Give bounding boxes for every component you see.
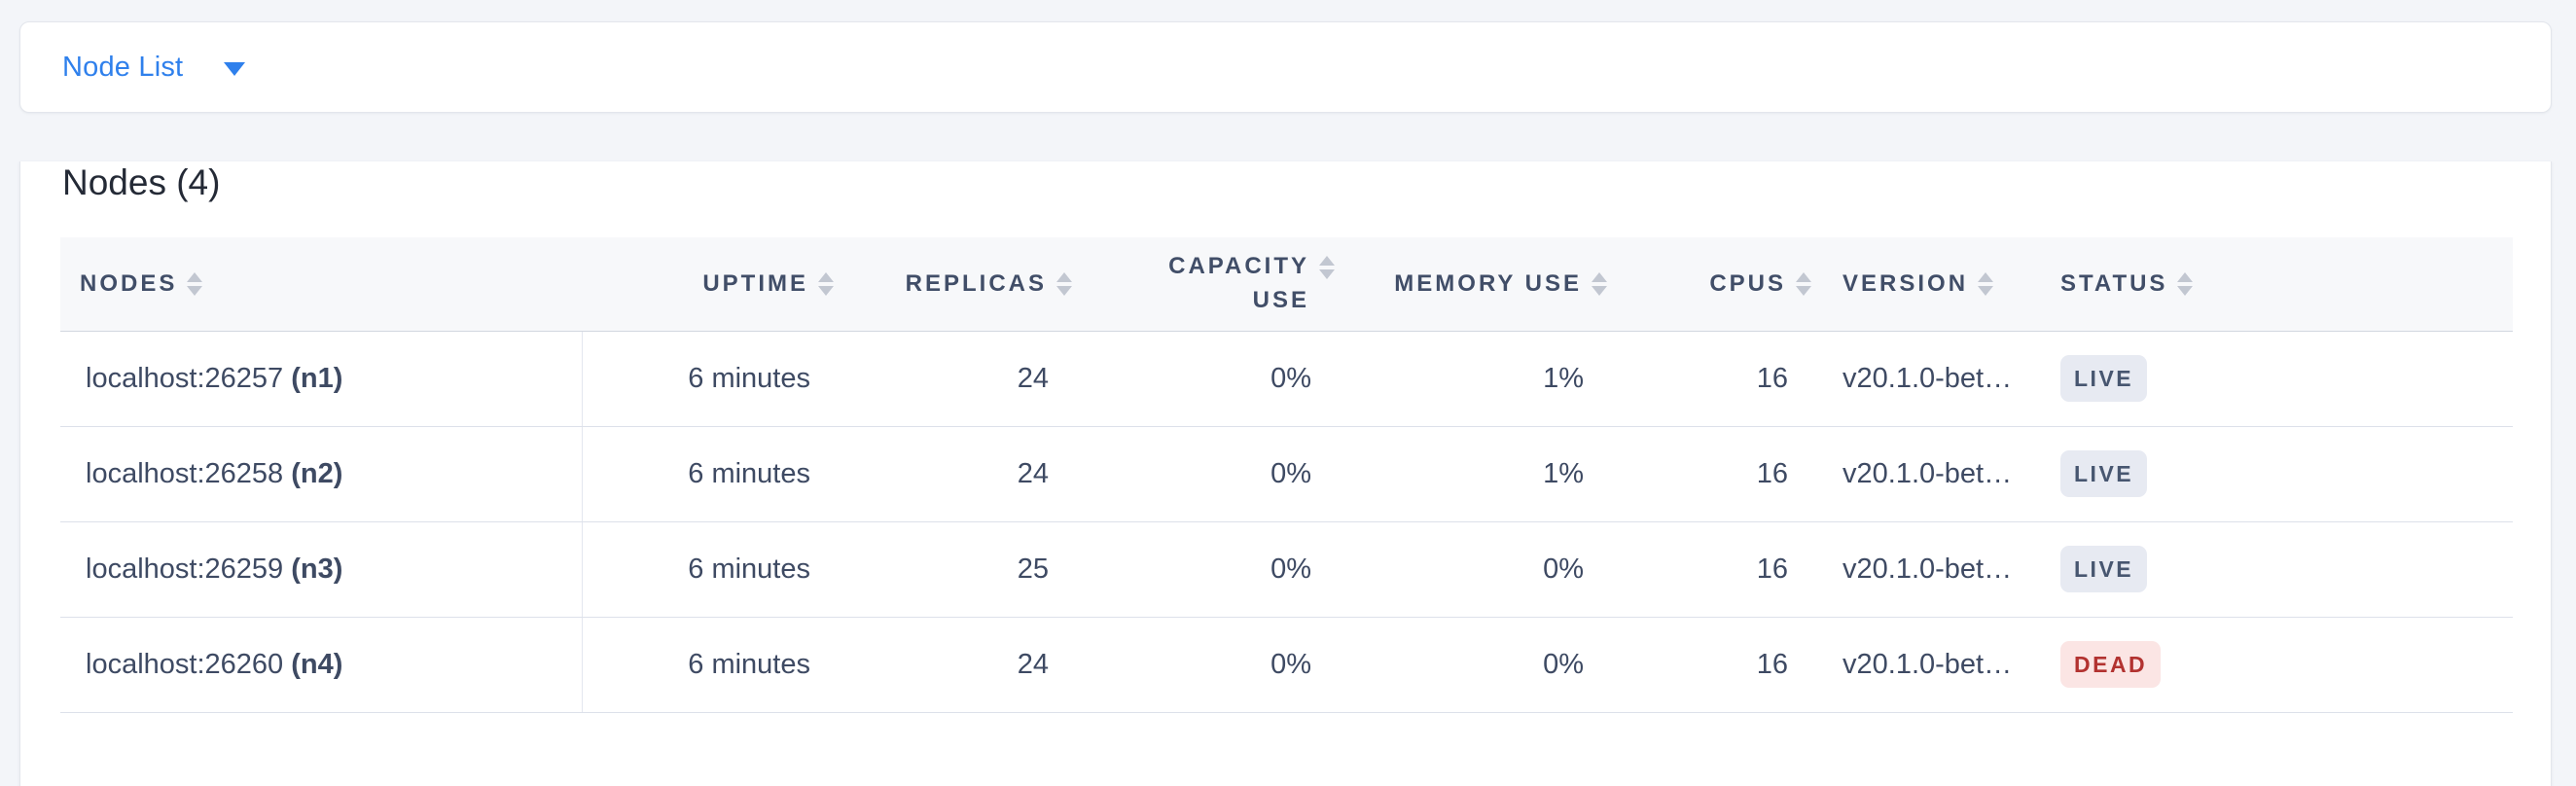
cell-status: LIVE xyxy=(2018,331,2513,427)
column-label: REPLICAS xyxy=(905,269,1047,297)
sort-arrows-icon xyxy=(1056,271,1072,296)
column-label: STATUS xyxy=(2060,269,2168,297)
cell-uptime: 6 minutes xyxy=(582,521,838,618)
node-id: (n2) xyxy=(291,457,343,489)
column-header-capacity-use[interactable]: CAPACITY USE xyxy=(1076,250,1339,318)
sort-arrows-icon xyxy=(2177,271,2194,296)
cell-status: LIVE xyxy=(2018,426,2513,522)
status-badge: LIVE xyxy=(2060,450,2148,497)
node-list-dropdown-bar: Node List xyxy=(19,21,2552,113)
status-badge: LIVE xyxy=(2060,355,2148,402)
cell-uptime: 6 minutes xyxy=(582,331,838,427)
cell-cpus: 16 xyxy=(1611,521,1815,618)
table-row: localhost:26257 (n1) 6 minutes 24 0% 1% … xyxy=(60,331,2513,427)
cell-capacity-use: 0% xyxy=(1076,426,1339,522)
table-row: localhost:26259 (n3) 6 minutes 25 0% 0% … xyxy=(60,521,2513,618)
column-label: CAPACITY USE xyxy=(1168,252,1309,313)
cell-cpus: 16 xyxy=(1611,426,1815,522)
cell-memory-use: 0% xyxy=(1339,617,1611,713)
cell-memory-use: 1% xyxy=(1339,426,1611,522)
sort-arrows-icon xyxy=(1592,271,1607,296)
column-label: VERSION xyxy=(1843,269,1969,297)
sort-arrows-icon xyxy=(187,271,203,296)
cell-capacity-use: 0% xyxy=(1076,331,1339,427)
column-header-status[interactable]: STATUS xyxy=(2018,270,2513,298)
sort-arrows-icon xyxy=(1796,271,1811,296)
node-id: (n4) xyxy=(291,648,343,680)
cell-node-address: localhost:26260 (n4) xyxy=(60,617,583,713)
status-badge: DEAD xyxy=(2060,641,2162,688)
cell-version: v20.1.0-bet… xyxy=(1815,331,2018,427)
cell-node-address: localhost:26258 (n2) xyxy=(60,426,583,522)
cell-uptime: 6 minutes xyxy=(582,426,838,522)
cell-uptime: 6 minutes xyxy=(582,617,838,713)
cell-version: v20.1.0-bet… xyxy=(1815,617,2018,713)
column-header-version[interactable]: VERSION xyxy=(1815,270,2018,298)
cell-node-address: localhost:26257 (n1) xyxy=(60,331,583,427)
node-id: (n3) xyxy=(291,553,343,585)
table-row: localhost:26258 (n2) 6 minutes 24 0% 1% … xyxy=(60,426,2513,522)
cell-replicas: 24 xyxy=(838,331,1076,427)
column-header-cpus[interactable]: CPUS xyxy=(1611,270,1815,298)
cell-cpus: 16 xyxy=(1611,331,1815,427)
cell-cpus: 16 xyxy=(1611,617,1815,713)
column-label: NODES xyxy=(80,269,178,297)
table-row: localhost:26260 (n4) 6 minutes 24 0% 0% … xyxy=(60,617,2513,713)
column-header-uptime[interactable]: UPTIME xyxy=(582,270,838,298)
cell-version: v20.1.0-bet… xyxy=(1815,426,2018,522)
sort-arrows-icon xyxy=(1978,271,1994,296)
column-label: CPUS xyxy=(1709,269,1786,297)
nodes-panel: Nodes (4) NODES UPTIME REPLIC xyxy=(19,161,2552,786)
sort-arrows-icon xyxy=(818,271,834,296)
status-badge: LIVE xyxy=(2060,546,2148,592)
sort-arrows-icon xyxy=(1319,255,1335,279)
cell-replicas: 25 xyxy=(838,521,1076,618)
cell-memory-use: 1% xyxy=(1339,331,1611,427)
cell-replicas: 24 xyxy=(838,617,1076,713)
table-header-row: NODES UPTIME REPLICAS CAPACITY USE xyxy=(60,237,2513,332)
column-header-replicas[interactable]: REPLICAS xyxy=(838,270,1076,298)
cell-capacity-use: 0% xyxy=(1076,617,1339,713)
nodes-heading: Nodes (4) xyxy=(62,162,221,202)
cell-replicas: 24 xyxy=(838,426,1076,522)
cell-node-address: localhost:26259 (n3) xyxy=(60,521,583,618)
node-list-dropdown-label: Node List xyxy=(62,51,184,83)
cell-status: LIVE xyxy=(2018,521,2513,618)
nodes-table: NODES UPTIME REPLICAS CAPACITY USE xyxy=(60,237,2513,713)
cell-memory-use: 0% xyxy=(1339,521,1611,618)
column-header-memory-use[interactable]: MEMORY USE xyxy=(1339,270,1611,298)
caret-down-icon xyxy=(224,62,246,76)
cell-status: DEAD xyxy=(2018,617,2513,713)
column-label: MEMORY USE xyxy=(1394,269,1582,297)
column-header-nodes[interactable]: NODES xyxy=(60,270,582,298)
column-label: UPTIME xyxy=(702,269,808,297)
node-id: (n1) xyxy=(291,362,343,394)
cell-version: v20.1.0-bet… xyxy=(1815,521,2018,618)
cell-capacity-use: 0% xyxy=(1076,521,1339,618)
node-list-dropdown[interactable]: Node List xyxy=(62,51,246,84)
